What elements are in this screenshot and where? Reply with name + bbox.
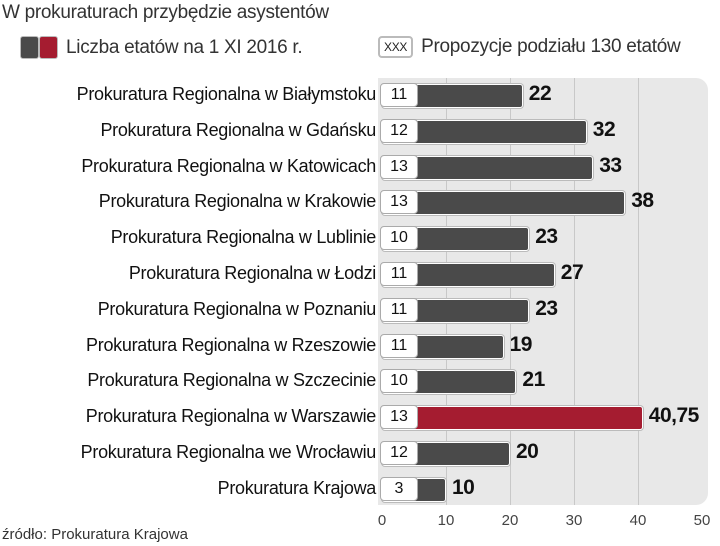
proposal-label: 11 xyxy=(380,262,418,286)
category-label: Prokuratura Regionalna w Białymstoku xyxy=(76,84,377,104)
x-tick-label: 10 xyxy=(437,512,455,529)
value-label: 21 xyxy=(522,368,545,392)
value-label: 20 xyxy=(516,440,539,463)
proposal-label: 11 xyxy=(380,83,418,107)
category-label: Prokuratura Regionalna w Gdańsku xyxy=(100,119,376,140)
proposal-label: 13 xyxy=(380,154,418,179)
proposal-label: 13 xyxy=(380,405,418,430)
chart-title: W prokuraturach przybędzie asystentów xyxy=(2,2,329,23)
x-tick-label: 20 xyxy=(501,512,519,529)
category-label: Prokuratura Krajowa xyxy=(217,477,377,498)
proposal-label: 10 xyxy=(380,226,418,251)
plot-area xyxy=(378,78,708,505)
value-label: 38 xyxy=(631,189,654,213)
proposal-label: 13 xyxy=(380,190,418,215)
value-label: 19 xyxy=(509,332,533,356)
proposal-label: 11 xyxy=(380,297,418,322)
value-label: 27 xyxy=(560,261,584,284)
category-label: Prokuratura Regionalna w Łodzi xyxy=(128,263,376,283)
x-tick-label: 50 xyxy=(693,512,711,529)
value-label: 22 xyxy=(528,82,552,105)
source-note: źródło: Prokuratura Krajowa xyxy=(2,526,188,543)
x-tick-label: 40 xyxy=(629,512,647,529)
category-label: Prokuratura Regionalna w Szczecinie xyxy=(87,370,376,391)
value-label: 23 xyxy=(535,225,558,249)
value-label: 32 xyxy=(592,117,616,141)
legend-proposal-symbol: XXX xyxy=(378,36,414,58)
proposal-label: 10 xyxy=(380,369,418,394)
proposal-label: 12 xyxy=(380,441,418,465)
proposal-label: 12 xyxy=(380,118,418,143)
value-label: 40,75 xyxy=(648,404,700,428)
category-label: Prokuratura Regionalna w Lublinie xyxy=(110,227,377,248)
proposal-label: 11 xyxy=(380,333,418,358)
category-label: Prokuratura Regionalna w Poznaniu xyxy=(97,298,377,319)
legend-current-label: Liczba etatów na 1 XI 2016 r. xyxy=(66,36,303,58)
category-label: Prokuratura Regionalna w Warszawie xyxy=(85,406,377,427)
category-label: Prokuratura Regionalna we Wrocławiu xyxy=(80,442,377,462)
legend-proposal: XXX Propozycje podziału 130 etatów xyxy=(378,36,681,58)
x-tick-label: 0 xyxy=(377,512,387,529)
gridline xyxy=(510,78,511,505)
gridline xyxy=(446,78,447,505)
x-tick-label: 30 xyxy=(565,512,583,529)
gridline xyxy=(574,78,575,505)
proposal-label: 3 xyxy=(380,476,418,501)
legend-current: Liczba etatów na 1 XI 2016 r. xyxy=(20,36,303,59)
category-label: Prokuratura Regionalna w Rzeszowie xyxy=(86,334,376,355)
value-label: 10 xyxy=(452,475,475,499)
category-label: Prokuratura Regionalna w Krakowie xyxy=(98,191,377,212)
value-label: 33 xyxy=(599,153,622,177)
legend-swatch-red xyxy=(39,36,58,59)
legend-swatch-gray xyxy=(20,36,39,59)
gridline xyxy=(638,78,639,505)
value-label: 23 xyxy=(535,296,558,320)
category-label: Prokuratura Regionalna w Katowicach xyxy=(81,155,376,176)
legend-proposal-label: Propozycje podziału 130 etatów xyxy=(421,36,681,57)
bar xyxy=(382,406,643,431)
bar xyxy=(382,191,626,216)
